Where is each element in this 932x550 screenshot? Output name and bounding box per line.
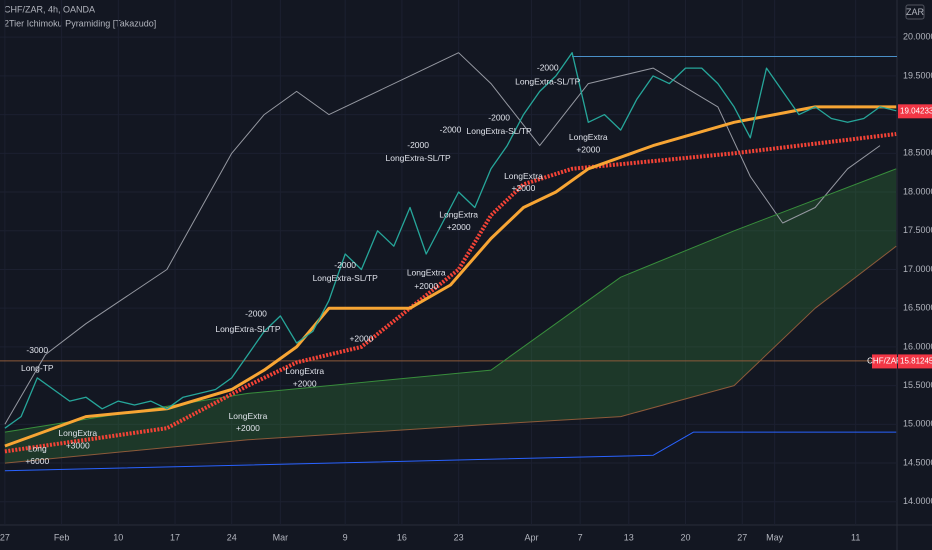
x-tick-label: 27 xyxy=(0,532,10,542)
chart-title: CHF/ZAR, 4h, OANDA xyxy=(4,4,95,14)
trade-label: Long xyxy=(28,443,47,453)
x-tick-label: Apr xyxy=(525,532,539,542)
series-line xyxy=(4,52,881,425)
trade-label: +2000 xyxy=(349,333,373,343)
price-box xyxy=(898,354,932,369)
currency[interactable]: ZAR xyxy=(906,7,925,17)
trade-label: -2000 xyxy=(440,124,462,134)
y-tick-label: 16.00000 xyxy=(903,341,932,351)
trade-label: +2000 xyxy=(293,378,317,388)
series-line xyxy=(4,245,897,464)
x-tick-label: 10 xyxy=(113,532,123,542)
y-tick-label: 14.50000 xyxy=(903,457,932,467)
cloud-fill xyxy=(4,168,897,464)
trade-label: LongExtra xyxy=(407,268,446,278)
trade-label: -2000 xyxy=(407,140,429,150)
trade-label: -2000 xyxy=(537,62,559,72)
trade-label: +2000 xyxy=(414,281,438,291)
trade-label: LongExtra xyxy=(569,132,608,142)
x-tick-label: 13 xyxy=(624,532,634,542)
series-line xyxy=(4,431,897,472)
x-tick-label: 27 xyxy=(737,532,747,542)
y-tick-label: 17.50000 xyxy=(903,225,932,235)
series-line xyxy=(4,168,897,433)
y-tick-label: 18.50000 xyxy=(903,148,932,158)
y-tick-label: 17.00000 xyxy=(903,264,932,274)
trade-label: LongExtra-SL/TP xyxy=(386,153,452,163)
y-tick-label: 20.00000 xyxy=(903,32,932,42)
y-tick-label: 19.50000 xyxy=(903,70,932,80)
trade-label: -2000 xyxy=(245,309,267,319)
x-tick-label: 7 xyxy=(578,532,583,542)
price-box xyxy=(898,104,932,119)
trade-label: LongExtra xyxy=(439,210,478,220)
trade-label: +2000 xyxy=(576,144,600,154)
cross-line xyxy=(4,132,897,454)
currency-box[interactable] xyxy=(905,4,925,20)
trade-label: LongExtra-SL/TP xyxy=(313,273,379,283)
x-tick-label: 9 xyxy=(343,532,348,542)
price-name: CHF/ZAR xyxy=(867,357,902,366)
indicator-name: 2Tier Ichimoku Pyramiding [Takazudo] xyxy=(4,18,156,28)
trade-label: LongExtra xyxy=(229,411,268,421)
price-name-box xyxy=(872,354,897,369)
x-tick-label: 23 xyxy=(454,532,464,542)
trade-label: +2000 xyxy=(236,423,260,433)
trade-label: -2000 xyxy=(488,113,510,123)
trade-label: Long-TP xyxy=(21,363,54,373)
trade-label: +2000 xyxy=(447,222,471,232)
series-line xyxy=(4,52,897,429)
trade-label: -2000 xyxy=(334,260,356,270)
price-label: 19.04233 xyxy=(900,106,932,115)
x-tick-label: 20 xyxy=(681,532,691,542)
y-tick-label: 16.50000 xyxy=(903,303,932,313)
x-tick-label: Mar xyxy=(273,532,289,542)
x-tick-label: Feb xyxy=(54,532,70,542)
trade-label: +3000 xyxy=(66,440,90,450)
trade-label: LongExtra xyxy=(285,366,324,376)
trade-label: +2000 xyxy=(512,183,536,193)
y-tick-label: 14.00000 xyxy=(903,496,932,506)
y-tick-label: 15.50000 xyxy=(903,380,932,390)
y-tick-label: 15.00000 xyxy=(903,419,932,429)
trade-label: -3000 xyxy=(26,345,48,355)
x-tick-label: May xyxy=(766,532,784,542)
price-label: 15.81245 xyxy=(900,357,932,366)
y-tick-label: 18.00000 xyxy=(903,186,932,196)
trade-label: +6000 xyxy=(25,456,49,466)
trade-label: LongExtra-SL/TP xyxy=(467,126,533,136)
trade-label: LongExtra xyxy=(58,428,97,438)
x-tick-label: 24 xyxy=(227,532,237,542)
x-tick-label: 16 xyxy=(397,532,407,542)
x-tick-label: 17 xyxy=(170,532,180,542)
trade-label: LongExtra-SL/TP xyxy=(515,76,581,86)
trade-label: LongExtra-SL/TP xyxy=(215,324,281,334)
x-tick-label: 11 xyxy=(851,532,860,542)
trade-label: LongExtra xyxy=(504,171,543,181)
